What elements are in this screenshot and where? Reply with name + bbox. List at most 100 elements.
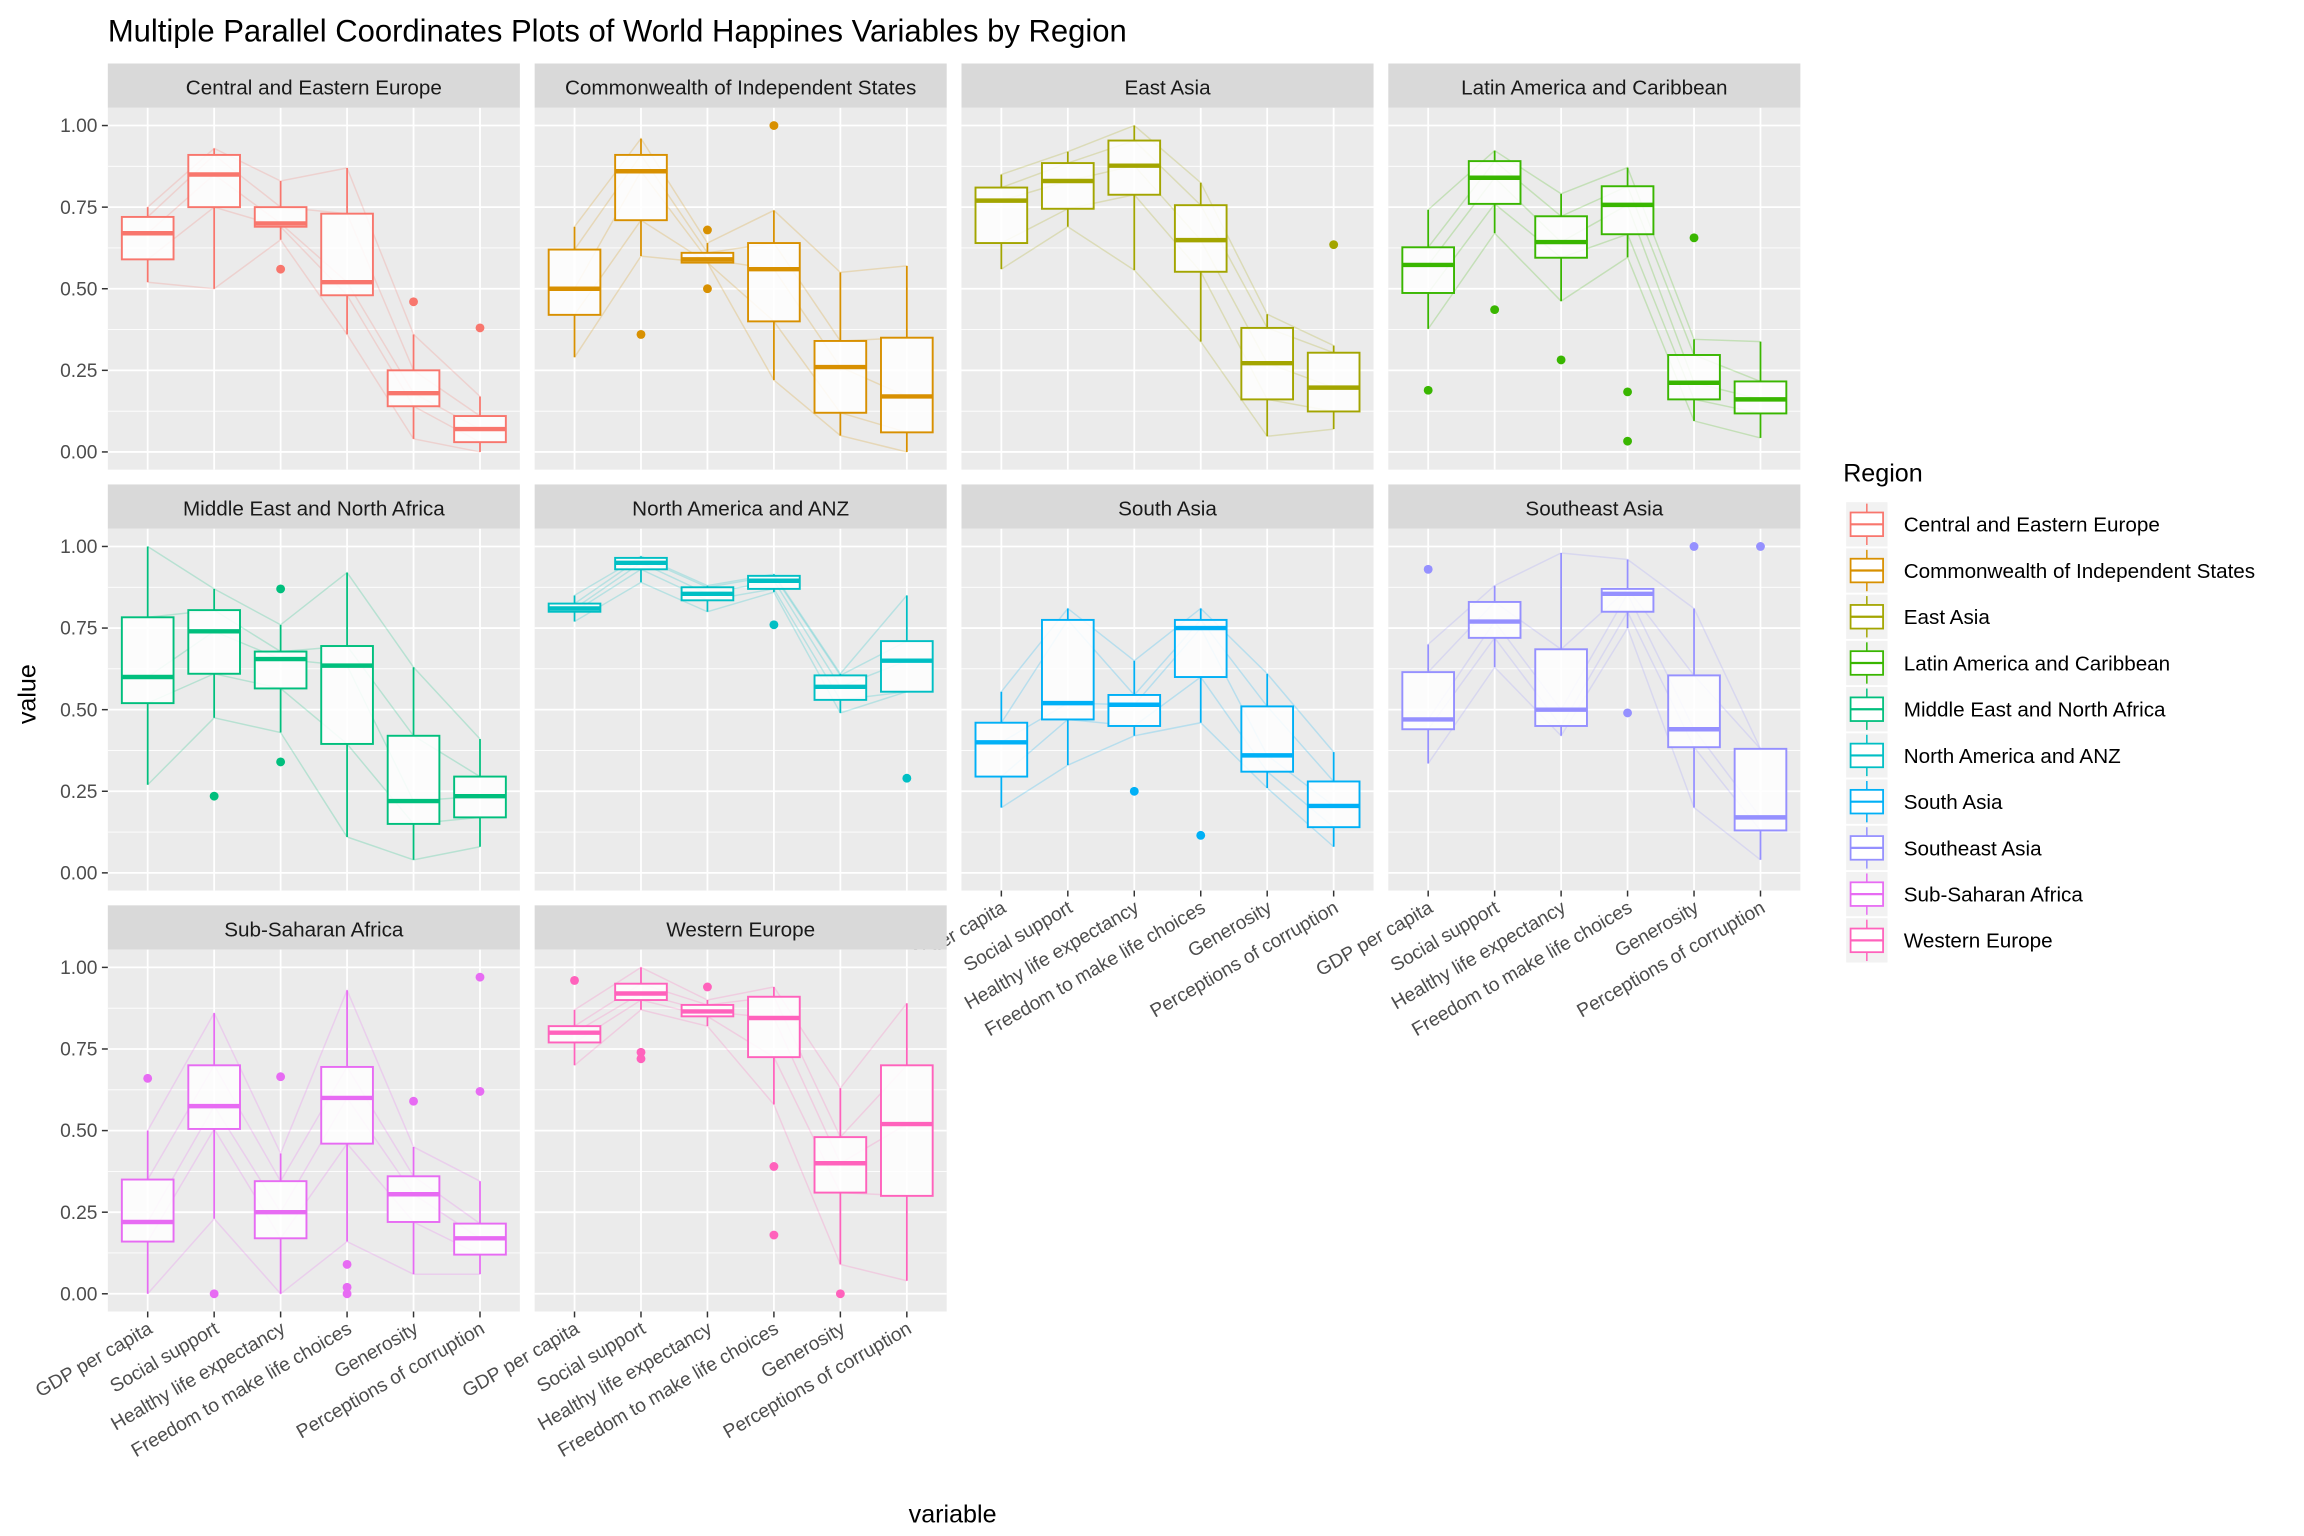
legend-item: Central and Eastern Europe <box>1846 502 2160 547</box>
facet-strip-label: Sub-Saharan Africa <box>224 918 404 941</box>
y-tick-label: 0.50 <box>60 279 97 300</box>
y-tick-label: 0.75 <box>60 1040 97 1061</box>
facet-strip <box>961 484 1374 529</box>
parallel-coordinate-line <box>147 238 481 453</box>
box <box>386 1175 441 1223</box>
legend-label: Central and Eastern Europe <box>1904 514 2160 537</box>
legend-item: Middle East and North Africa <box>1846 687 2166 732</box>
facet-strip-label: Latin America and Caribbean <box>1461 77 1727 100</box>
facet-strip <box>107 484 520 529</box>
box <box>1401 246 1455 294</box>
outlier-point <box>902 773 912 783</box>
facet-panel: Latin America and Caribbean <box>1388 63 1801 470</box>
outlier-point <box>276 757 286 767</box>
facet-panel: North America and ANZ <box>534 484 947 891</box>
box <box>187 1064 241 1130</box>
facet-strip-label: North America and ANZ <box>632 497 849 520</box>
outlier-point <box>209 791 219 801</box>
legend-label: South Asia <box>1904 791 2003 814</box>
legend-label: Middle East and North Africa <box>1904 699 2166 722</box>
parallel-coordinate-line <box>1427 202 1761 415</box>
outlier-point <box>409 1096 418 1106</box>
chart-title: Multiple Parallel Coordinates Plots of W… <box>108 13 1127 48</box>
outlier-point <box>276 264 286 274</box>
outlier-point <box>209 1289 219 1299</box>
box <box>880 336 934 434</box>
legend-item: Latin America and Caribbean <box>1846 640 2170 686</box>
legend-label: Western Europe <box>1904 930 2053 953</box>
outlier-point <box>276 1072 286 1082</box>
facet-strip-label: South Asia <box>1118 497 1217 520</box>
box <box>1467 160 1522 205</box>
facet-strip <box>107 63 520 108</box>
parallel-coordinate-line <box>1001 193 1334 413</box>
box <box>386 734 441 825</box>
outlier-point <box>570 976 579 985</box>
facet-strip-label: Southeast Asia <box>1525 497 1663 520</box>
outlier-point <box>703 225 712 235</box>
parallel-coordinate-line <box>574 581 908 714</box>
box <box>386 369 441 408</box>
facet-strip-label: Central and Eastern Europe <box>186 77 442 100</box>
outlier-point <box>703 284 712 294</box>
parallel-coordinate-line <box>573 219 908 434</box>
box <box>187 609 241 675</box>
facet-strip-label: East Asia <box>1124 77 1211 100</box>
legend-title: Region <box>1843 459 1923 487</box>
y-tick-label: 0.00 <box>60 443 97 464</box>
box <box>1600 185 1655 236</box>
facet-strip <box>534 484 947 529</box>
parallel-coordinate-line <box>147 717 481 861</box>
outlier-point <box>1129 786 1139 796</box>
facet-strip-label: Middle East and North Africa <box>183 497 445 520</box>
legend: Region Central and Eastern Europe Commonw… <box>1843 459 2255 963</box>
box <box>120 616 175 705</box>
parallel-coordinate-line <box>1000 225 1334 438</box>
box <box>880 1064 934 1197</box>
facet-panels: Central and Eastern Europe 0.00 0.25 0.50 0.… <box>32 63 1801 1462</box>
parallel-coordinate-line <box>147 1127 481 1256</box>
box <box>1306 351 1361 413</box>
y-tick-label: 0.50 <box>60 1121 97 1142</box>
legend-item: Southeast Asia <box>1846 825 2042 871</box>
box <box>974 186 1029 245</box>
box <box>974 721 1029 778</box>
facet-panel: Sub-Saharan Africa0.000.250.500.751.00GD… <box>32 905 520 1462</box>
box <box>747 995 801 1059</box>
box <box>1667 674 1721 749</box>
facet-panel: Commonwealth of Independent States <box>534 63 947 470</box>
legend-label: Latin America and Caribbean <box>1904 652 2170 675</box>
box <box>320 645 374 745</box>
box <box>1107 694 1162 727</box>
y-tick-label: 0.75 <box>60 198 97 219</box>
y-tick-label: 1.00 <box>60 958 97 979</box>
outlier-point <box>1623 436 1632 446</box>
outlier-point <box>1423 385 1433 395</box>
outlier-point <box>703 982 712 992</box>
outlier-point <box>1756 542 1765 551</box>
box <box>1240 705 1295 773</box>
parallel-coordinate-line <box>147 206 481 443</box>
x-axis-title: variable <box>909 1501 997 1529</box>
outlier-point <box>1329 240 1339 250</box>
parallel-coordinate-line <box>1427 610 1762 831</box>
outlier-point <box>1556 355 1566 365</box>
parallel-coordinate-line <box>1000 721 1335 848</box>
facet-panel: East Asia <box>961 63 1374 470</box>
parallel-coordinate-line <box>573 137 907 274</box>
parallel-coordinate-line <box>1000 675 1335 828</box>
facet-strip-label: Western Europe <box>666 918 815 941</box>
y-tick-label: 0.25 <box>60 1203 97 1224</box>
outlier-point <box>636 1047 646 1057</box>
parallel-coordinate-line <box>1427 232 1761 439</box>
facet-strip <box>107 905 520 950</box>
parallel-coordinate-line <box>1427 626 1761 861</box>
facet-strip <box>1388 63 1801 108</box>
box <box>120 215 175 261</box>
legend-label: Sub-Saharan Africa <box>1904 884 2084 907</box>
facet-strip <box>534 63 947 108</box>
box <box>813 340 868 414</box>
